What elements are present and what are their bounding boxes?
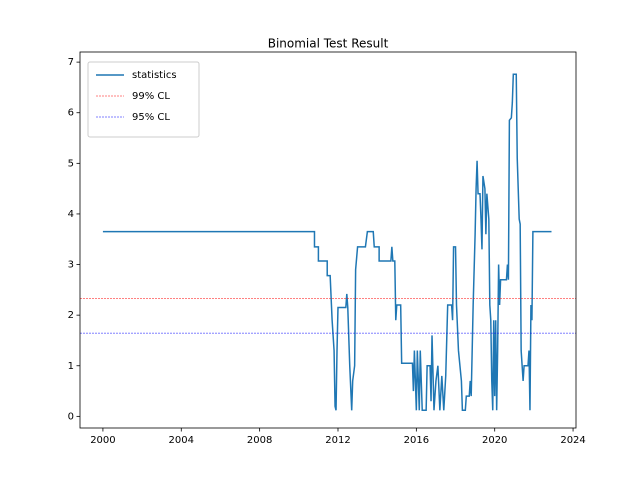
y-tick-label: 6 xyxy=(68,108,74,119)
y-tick-label: 4 xyxy=(68,209,74,220)
x-tick-label: 2020 xyxy=(482,435,507,446)
y-tick-label: 0 xyxy=(68,411,74,422)
plot-frame xyxy=(79,51,577,429)
y-tick-label: 1 xyxy=(68,361,74,372)
legend-label: 99% CL xyxy=(132,91,170,102)
y-tick-label: 2 xyxy=(68,310,74,321)
legend-label: statistics xyxy=(132,70,177,81)
x-tick-label: 2000 xyxy=(90,435,115,446)
x-tick-label: 2012 xyxy=(325,435,350,446)
x-tick-label: 2008 xyxy=(247,435,272,446)
x-tick-label: 2024 xyxy=(560,435,585,446)
y-tick-label: 7 xyxy=(68,57,74,68)
legend-label: 95% CL xyxy=(132,112,170,123)
y-tick-label: 3 xyxy=(68,260,74,271)
x-tick-label: 2016 xyxy=(404,435,429,446)
data-line xyxy=(102,73,552,412)
x-tick-label: 2004 xyxy=(169,435,194,446)
y-tick-label: 5 xyxy=(68,158,74,169)
chart-title: Binomial Test Result xyxy=(268,37,389,51)
legend-box xyxy=(87,61,200,138)
